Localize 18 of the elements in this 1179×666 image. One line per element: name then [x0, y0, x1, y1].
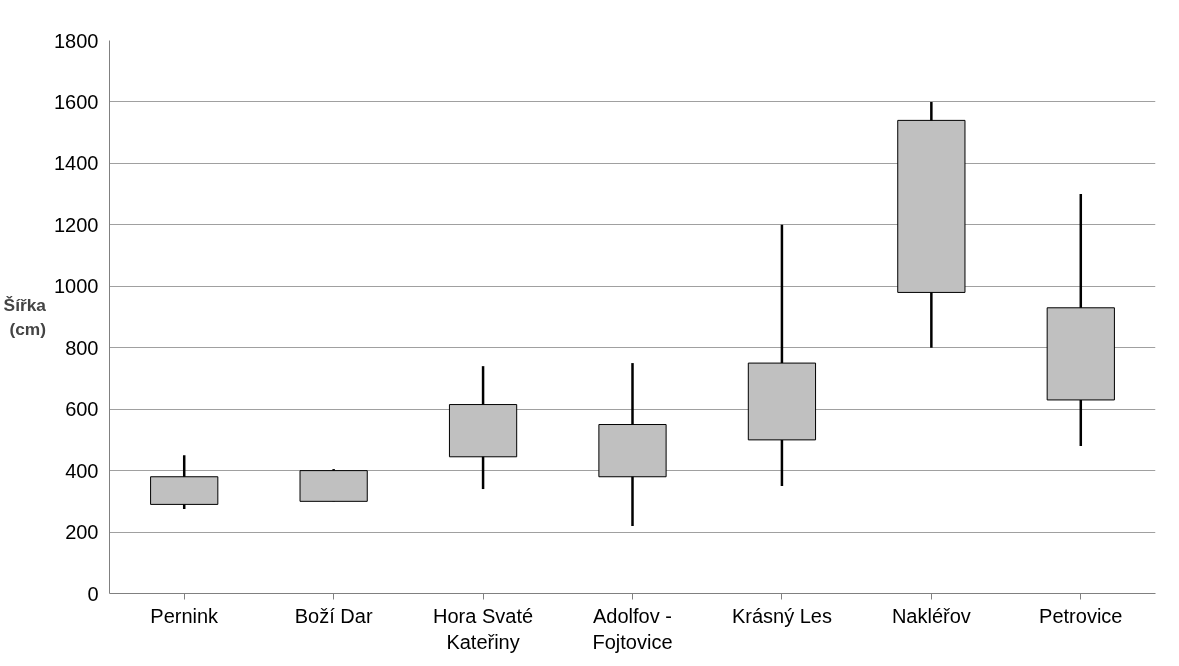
y-tick-label: 1600 [54, 90, 99, 113]
x-tick-label: Nakléřov [891, 604, 971, 627]
y-tick-label: 400 [65, 459, 99, 482]
y-tick-label: 1800 [54, 29, 99, 52]
x-tick-label: Petrovice [1039, 604, 1123, 627]
x-tick-label: Pernink [150, 604, 220, 627]
y-tick-label: 600 [65, 398, 99, 421]
y-tick-label: 800 [65, 336, 99, 359]
y-tick-label: 1200 [54, 213, 99, 236]
y-axis-title: Šířka (cm) [3, 295, 47, 339]
x-tick-label: Adolfov - Fojtovice [592, 604, 673, 653]
y-tick-label: 0 [87, 582, 99, 605]
x-tick-label: Krásný Les [731, 604, 832, 627]
y-tick-label: 200 [65, 521, 99, 544]
y-tick-label: 1000 [54, 275, 99, 298]
x-tick-label: Hora Svaté Kateřiny [433, 604, 534, 653]
y-tick-label: 1400 [54, 152, 99, 175]
x-tick-label: Boží Dar [294, 604, 373, 627]
